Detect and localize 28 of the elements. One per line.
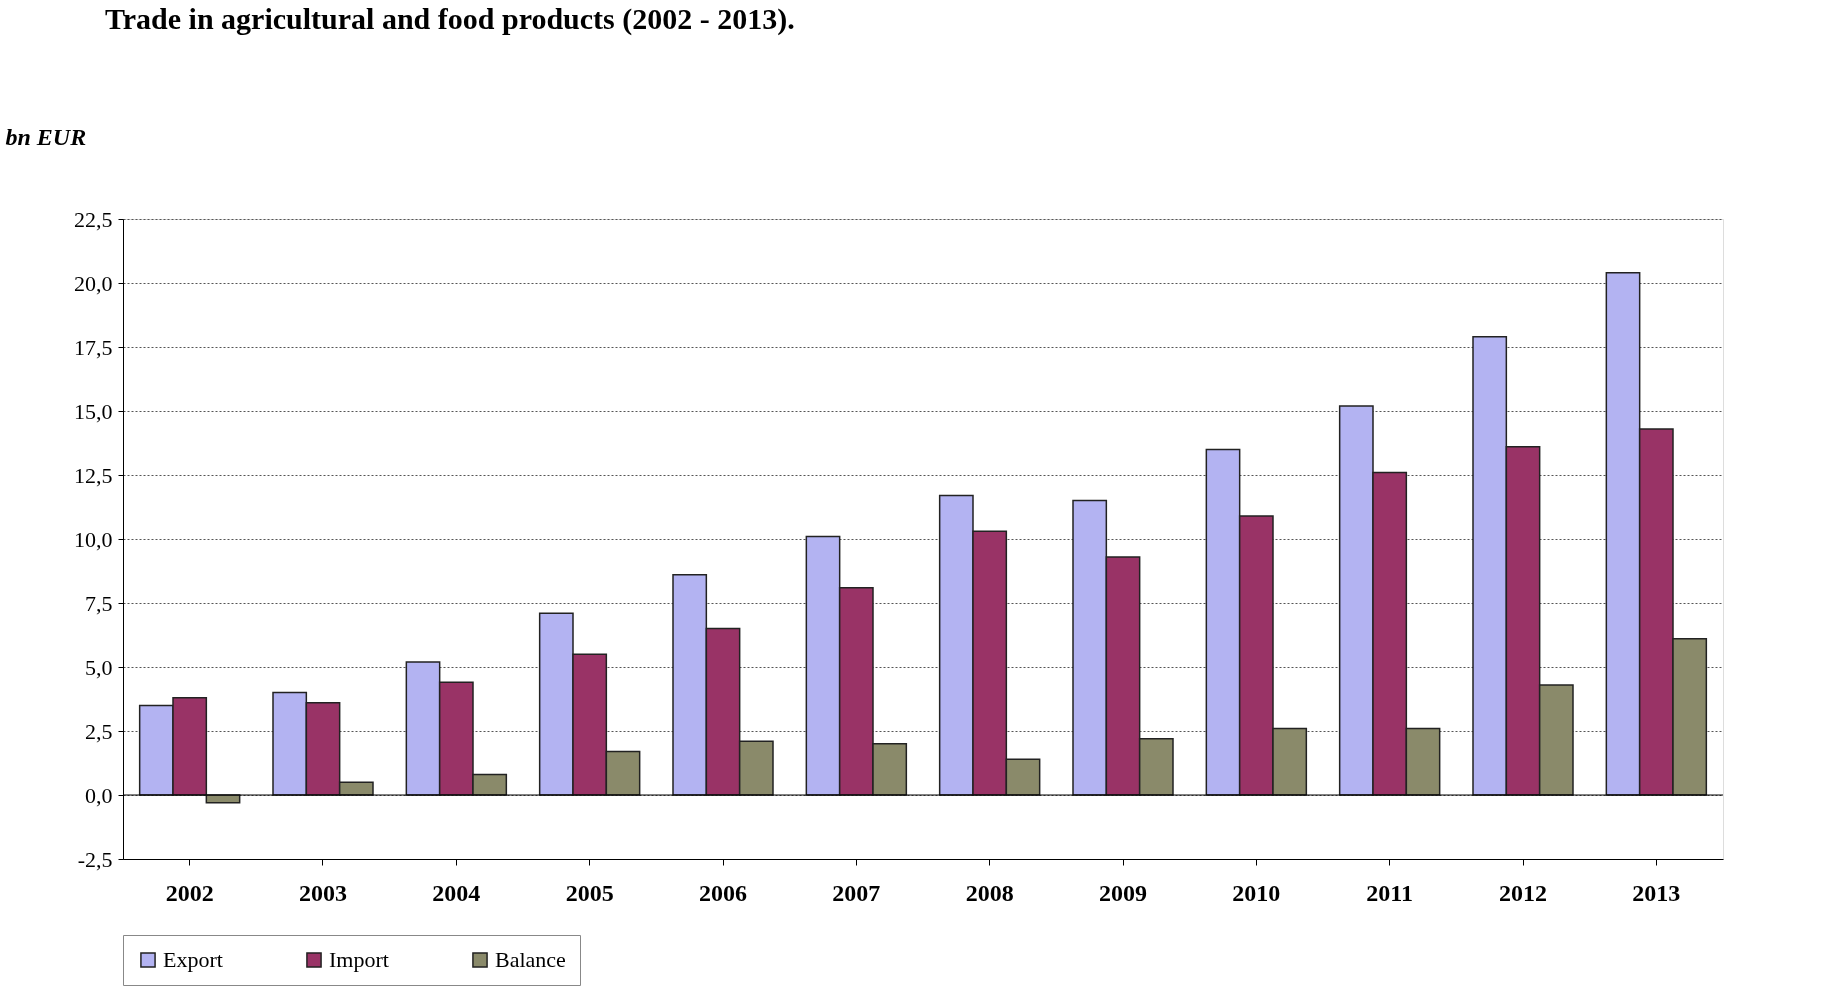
y-tick-label: -2,5 xyxy=(77,846,113,872)
x-tick-label: 2013 xyxy=(1632,879,1681,906)
x-tick-label: 2003 xyxy=(299,879,347,906)
legend-label: Import xyxy=(329,947,389,972)
x-tick-label: 2006 xyxy=(699,879,747,906)
x-tick-label: 2002 xyxy=(165,879,214,906)
y-tick-label: 20,0 xyxy=(74,270,113,296)
x-tick-label: 2007 xyxy=(832,879,881,906)
x-tick-label: 2010 xyxy=(1232,879,1281,906)
y-tick-label: 7,5 xyxy=(85,590,113,616)
x-tick-label: 2011 xyxy=(1366,879,1414,906)
y-tick-label: 15,0 xyxy=(74,398,113,424)
x-tick-label: 2008 xyxy=(965,879,1014,906)
y-tick-label: 10,0 xyxy=(74,526,113,552)
y-tick-label: 12,5 xyxy=(74,462,113,488)
chart-title: Trade in agricultural and food products (2002 - 2013). xyxy=(105,2,795,36)
legend-label: Export xyxy=(163,947,223,972)
x-tick-label: 2004 xyxy=(432,879,481,906)
y-axis-title: bn EUR xyxy=(5,123,87,150)
x-tick-label: 2005 xyxy=(565,879,614,906)
y-tick-label: 17,5 xyxy=(74,334,113,360)
y-tick-label: 0,0 xyxy=(85,782,113,808)
y-tick-label: 5,0 xyxy=(85,654,113,680)
x-tick-label: 2009 xyxy=(1099,879,1147,906)
legend-label: Balance xyxy=(495,947,566,972)
y-tick-label: 2,5 xyxy=(85,718,113,744)
y-tick-label: 22,5 xyxy=(74,206,113,232)
x-tick-label: 2012 xyxy=(1499,879,1547,906)
